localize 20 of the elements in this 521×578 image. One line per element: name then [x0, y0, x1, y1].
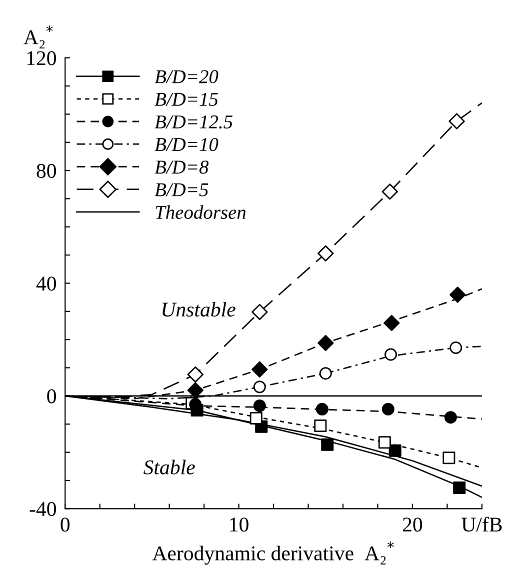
legend-label: B/D=20 [154, 70, 218, 84]
x-tick-label: 0 [60, 518, 70, 532]
x-axis-title: Aerodynamic derivative A₂$^{*}$ [152, 541, 394, 565]
annotation: Stable [144, 460, 195, 474]
x-tick-label: 10 [230, 518, 248, 532]
legend-label: B/D=15 [154, 92, 218, 106]
y-tick-label: -40 [30, 502, 56, 516]
legend-label: Theodorsen [156, 205, 246, 219]
legend-label: B/D=10 [154, 138, 218, 152]
y-axis-title: A₂$^{*}$ [24, 25, 53, 48]
legend-label: B/D=8 [154, 160, 209, 174]
y-tick-label: 40 [36, 276, 56, 291]
legend-label: B/D=12.5 [154, 115, 232, 129]
annotation: Unstable [162, 302, 236, 317]
y-tick-label: 80 [36, 164, 56, 178]
y-tick-label: 0 [47, 389, 56, 404]
x-tick-label: 20 [402, 518, 422, 532]
legend-label: B/D=5 [154, 183, 208, 196]
x-tick-label: U/fB [462, 516, 502, 532]
y-tick-label: 120 [27, 51, 56, 66]
